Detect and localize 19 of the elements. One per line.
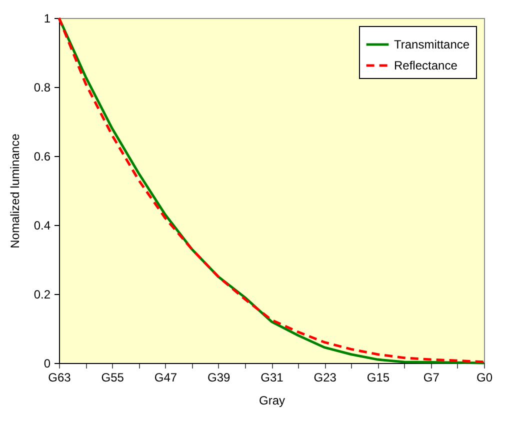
y-tick-label: 1 [44, 12, 51, 26]
y-axis-title: Nomalized luminance [8, 133, 22, 248]
y-tick-label: 0.8 [34, 80, 51, 94]
y-tick-label: 0 [44, 356, 51, 370]
x-tick-label: G7 [423, 370, 440, 384]
x-tick-label: G23 [314, 370, 337, 384]
x-tick-label: G31 [260, 370, 284, 384]
legend-label: Transmittance [394, 38, 470, 52]
x-tick-label: G55 [101, 370, 124, 384]
y-tick-label: 0.4 [34, 218, 51, 232]
legend-label: Reflectance [394, 58, 458, 72]
y-tick-label: 0.6 [34, 150, 51, 164]
y-tick-label: 0.2 [34, 288, 51, 302]
x-tick-label: G47 [154, 370, 178, 384]
x-tick-label: G15 [366, 370, 390, 384]
x-tick-label: G0 [476, 370, 493, 384]
x-tick-label: G39 [208, 370, 231, 384]
x-axis-title: Gray [258, 394, 286, 408]
x-tick-label: G63 [48, 370, 72, 384]
